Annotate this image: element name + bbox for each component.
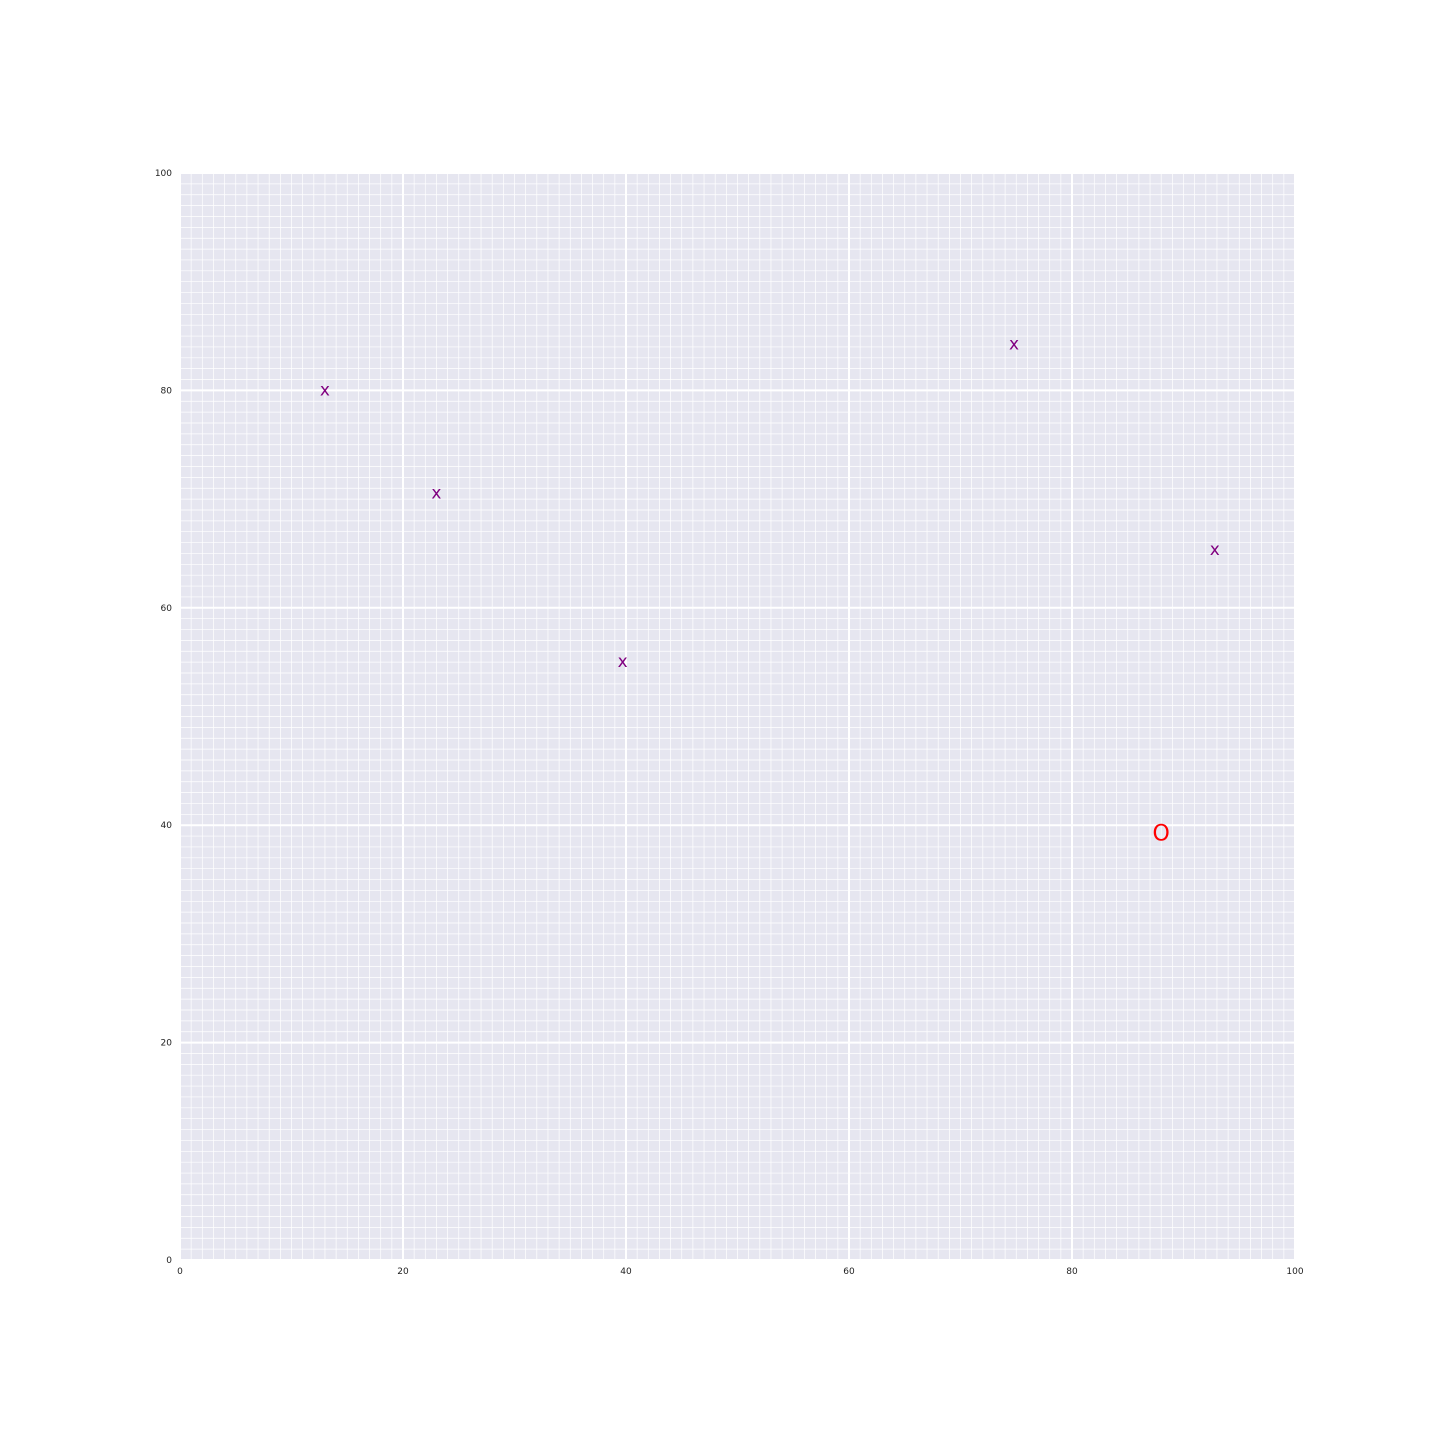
- major-grid: [179, 172, 1296, 1261]
- x-marker-point: x: [1210, 540, 1220, 560]
- y-tick-label: 80: [161, 386, 173, 396]
- x-marker-point: x: [618, 652, 628, 672]
- x-tick-label: 20: [397, 1267, 409, 1277]
- x-marker-point: x: [431, 484, 441, 504]
- x-tick-label: 0: [177, 1267, 183, 1277]
- y-tick-label: 0: [166, 1256, 172, 1266]
- x-marker-point: x: [1009, 335, 1019, 355]
- y-tick-label: 100: [155, 169, 172, 179]
- y-tick-label: 20: [161, 1039, 173, 1049]
- minor-grid: [180, 173, 1295, 1260]
- x-tick-label: 80: [1066, 1267, 1078, 1277]
- y-tick-label: 40: [161, 821, 173, 831]
- o-marker-point: O: [1153, 821, 1170, 846]
- x-marker-point: x: [320, 380, 330, 400]
- y-tick-label: 60: [161, 604, 173, 614]
- data-points: x x x x x O: [320, 335, 1220, 847]
- x-axis-ticks: 0 20 40 60 80 100: [177, 1267, 1304, 1277]
- x-tick-label: 100: [1286, 1267, 1303, 1277]
- x-tick-label: 40: [620, 1267, 632, 1277]
- x-tick-label: 60: [843, 1267, 855, 1277]
- y-axis-ticks: 0 20 40 60 80 100: [155, 169, 172, 1266]
